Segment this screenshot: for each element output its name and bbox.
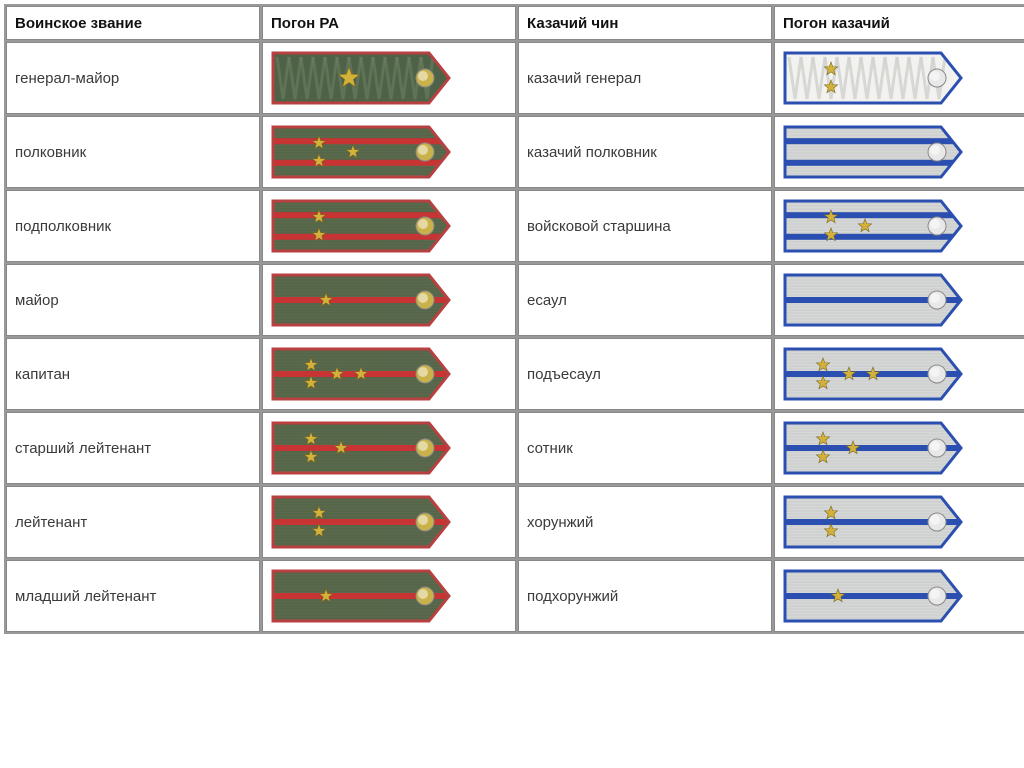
- table-row: старший лейтенант сотник: [6, 412, 1024, 484]
- cossack-epaulet-icon: [774, 42, 1024, 114]
- cossack-rank-label: казачий полковник: [518, 116, 772, 188]
- ra-epaulet-icon: [262, 412, 516, 484]
- table-header-row: Воинское звание Погон РА Казачий чин Пог…: [6, 6, 1024, 40]
- table-row: генерал-майор казачий генерал: [6, 42, 1024, 114]
- table-row: майор есаул: [6, 264, 1024, 336]
- cossack-rank-label: войсковой старшина: [518, 190, 772, 262]
- military-rank-label: майор: [6, 264, 260, 336]
- ra-epaulet-icon: [262, 338, 516, 410]
- military-rank-label: младший лейтенант: [6, 560, 260, 632]
- table-row: младший лейтенант подхорунжий: [6, 560, 1024, 632]
- cossack-epaulet-icon: [774, 116, 1024, 188]
- military-rank-label: подполковник: [6, 190, 260, 262]
- cossack-rank-label: хорунжий: [518, 486, 772, 558]
- ra-epaulet-icon: [262, 264, 516, 336]
- table-row: подполковник войсковой старшина: [6, 190, 1024, 262]
- military-rank-label: лейтенант: [6, 486, 260, 558]
- cossack-epaulet-icon: [774, 264, 1024, 336]
- military-rank-label: старший лейтенант: [6, 412, 260, 484]
- ra-epaulet-icon: [262, 560, 516, 632]
- col-cossack-epaulet: Погон казачий: [774, 6, 1024, 40]
- ra-epaulet-icon: [262, 190, 516, 262]
- cossack-epaulet-icon: [774, 486, 1024, 558]
- cossack-epaulet-icon: [774, 338, 1024, 410]
- cossack-rank-label: сотник: [518, 412, 772, 484]
- military-rank-label: генерал-майор: [6, 42, 260, 114]
- col-cossack-rank: Казачий чин: [518, 6, 772, 40]
- military-rank-label: полковник: [6, 116, 260, 188]
- cossack-epaulet-icon: [774, 560, 1024, 632]
- rank-table: Воинское звание Погон РА Казачий чин Пог…: [4, 4, 1024, 634]
- table-row: лейтенант хорунжий: [6, 486, 1024, 558]
- table-row: капитан подъесаул: [6, 338, 1024, 410]
- col-ra-epaulet: Погон РА: [262, 6, 516, 40]
- military-rank-label: капитан: [6, 338, 260, 410]
- ra-epaulet-icon: [262, 42, 516, 114]
- cossack-rank-label: подъесаул: [518, 338, 772, 410]
- col-military-rank: Воинское звание: [6, 6, 260, 40]
- ra-epaulet-icon: [262, 486, 516, 558]
- cossack-epaulet-icon: [774, 412, 1024, 484]
- cossack-rank-label: подхорунжий: [518, 560, 772, 632]
- table-row: полковник казачий полковник: [6, 116, 1024, 188]
- cossack-epaulet-icon: [774, 190, 1024, 262]
- cossack-rank-label: казачий генерал: [518, 42, 772, 114]
- cossack-rank-label: есаул: [518, 264, 772, 336]
- ra-epaulet-icon: [262, 116, 516, 188]
